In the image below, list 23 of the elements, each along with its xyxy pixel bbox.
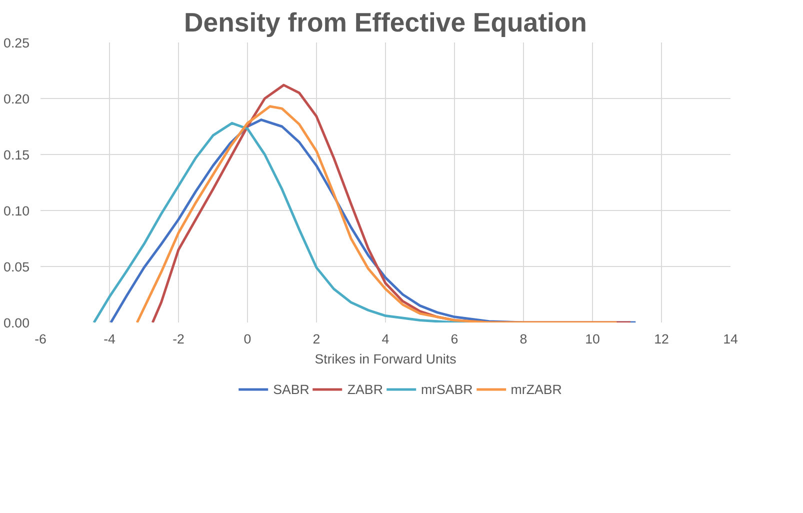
y-tick-label: 0.15 [4,148,30,162]
x-tick-label: 10 [585,332,600,346]
legend-label: mrSABR [420,382,473,396]
x-tick-label: 0 [244,332,252,346]
x-tick-label: 12 [654,332,669,346]
x-tick-label: 2 [312,332,320,346]
x-tick-label: -4 [104,332,116,346]
legend-label: ZABR [347,382,383,396]
y-tick-label: 0.05 [4,260,30,274]
x-tick-label: 8 [520,332,528,346]
y-tick-label: 0.10 [4,204,30,218]
x-tick-label: 6 [450,332,458,346]
x-axis-title: Strikes in Forward Units [314,352,457,366]
x-tick-label: 4 [382,332,390,346]
x-tick-label: -2 [172,332,184,346]
legend-label: mrZABR [510,382,562,396]
legend-label: SABR [273,382,310,396]
y-tick-label: 0.00 [4,316,30,330]
x-tick-label: 14 [723,332,738,346]
x-tick-label: -6 [34,332,46,346]
y-tick-label: 0.20 [4,92,30,106]
chart-title: Density from Effective Equation [184,8,587,38]
y-tick-label: 0.25 [4,36,30,50]
